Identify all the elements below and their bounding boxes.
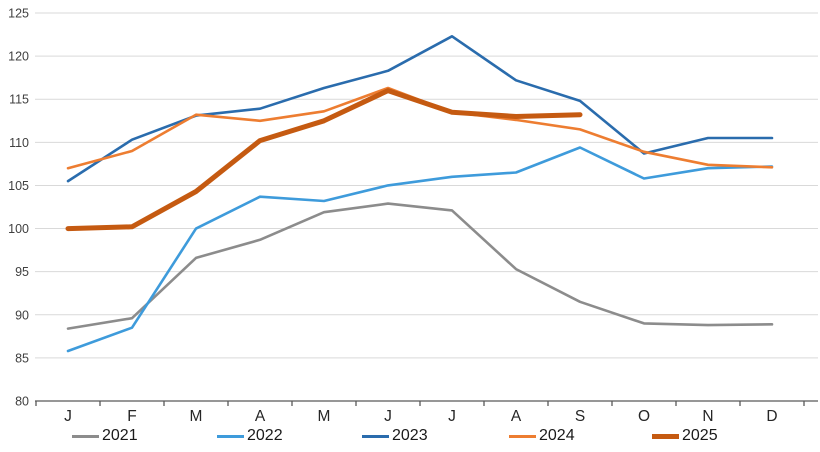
x-axis-label: S [575, 408, 585, 424]
legend-item-2022: 2022 [217, 428, 283, 444]
legend-label: 2025 [682, 427, 718, 444]
legend-item-2024: 2024 [509, 428, 575, 444]
legend-label: 2023 [392, 427, 428, 444]
legend-label: 2021 [102, 427, 138, 444]
y-axis-tick-label: 100 [8, 222, 29, 236]
legend-item-2025: 2025 [652, 428, 718, 444]
legend-label: 2022 [247, 427, 283, 444]
x-axis-label: M [190, 408, 203, 424]
legend-item-2021: 2021 [72, 428, 138, 444]
y-axis-tick-label: 105 [8, 179, 29, 193]
series-line-2022 [66, 146, 774, 353]
x-axis-label: F [127, 408, 136, 424]
y-axis-tick-label: 80 [15, 395, 29, 409]
x-axis-label: N [702, 408, 713, 424]
x-axis-label: A [511, 408, 522, 424]
series-line-2025 [65, 88, 583, 232]
legend-swatch-2024 [509, 434, 536, 438]
chart-plot-area: 80 85 90 95 100 105 110 115 120 125 J F M A M J J A S O N D [8, 7, 818, 424]
legend-swatch-2022 [217, 434, 244, 438]
y-axis-tick-label: 85 [15, 351, 29, 365]
legend-swatch-2025 [652, 433, 679, 439]
x-axis-label: J [384, 408, 392, 424]
x-axis-label: A [255, 408, 266, 424]
x-axis-label: M [318, 408, 331, 424]
y-axis-tick-label: 90 [15, 308, 29, 322]
x-axis-label: D [766, 408, 777, 424]
legend-swatch-2021 [72, 434, 99, 438]
series-line-2021 [66, 202, 774, 330]
x-axis-label: O [638, 408, 650, 424]
legend-swatch-2023 [362, 434, 389, 438]
legend-item-2023: 2023 [362, 428, 428, 444]
y-axis-tick-label: 120 [8, 50, 29, 64]
x-axis-label: J [448, 408, 456, 424]
series-line-2023 [66, 34, 774, 183]
x-axis-label: J [64, 408, 72, 424]
y-axis-tick-label: 95 [15, 265, 29, 279]
y-axis-tick-label: 110 [9, 136, 29, 150]
legend-label: 2024 [539, 427, 575, 444]
y-axis-tick-label: 125 [8, 7, 29, 21]
y-axis-tick-label: 115 [9, 93, 29, 107]
